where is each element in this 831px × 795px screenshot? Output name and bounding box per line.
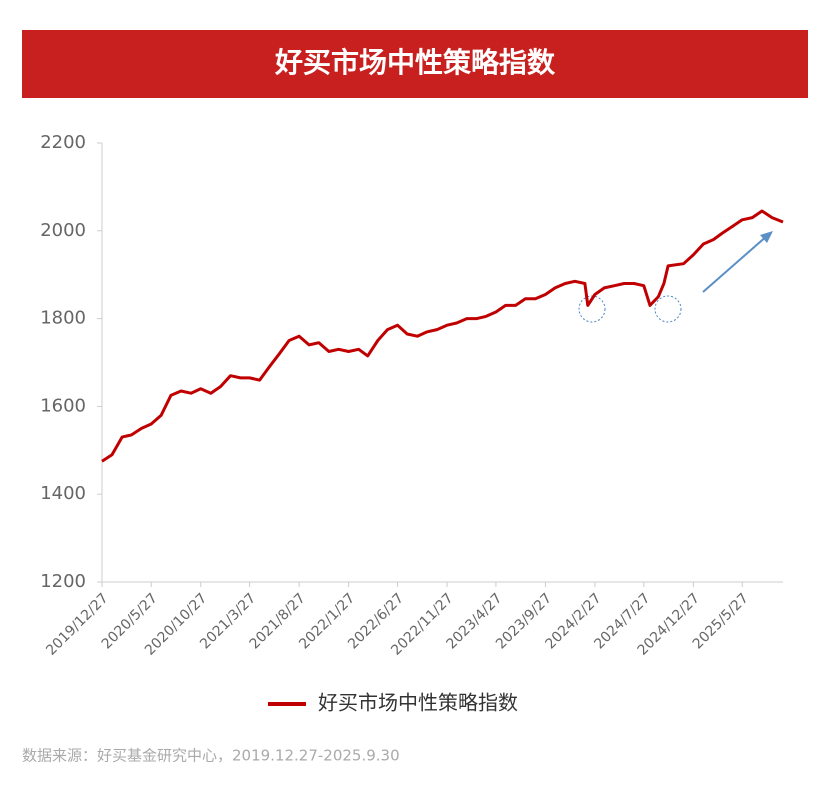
trend-arrow [702,234,769,293]
y-tick-label: 1800 [40,308,86,329]
y-tick-label: 2000 [40,220,86,241]
y-tick-label: 1200 [40,571,86,592]
highlight-circle [578,295,606,323]
highlight-circle [654,295,682,323]
legend-label: 好买市场中性策略指数 [318,691,518,715]
chart-title: 好买市场中性策略指数 [274,46,556,79]
series-line [101,209,784,463]
x-tick-label: 2019/12/27 [43,590,111,658]
y-tick-label: 1600 [40,395,86,416]
y-tick-label: 1400 [40,483,86,504]
y-tick-label: 2200 [40,132,86,153]
title-banner [22,30,808,98]
source-note: 数据来源：好买基金研究中心，2019.12.27-2025.9.30 [22,747,400,765]
trend-arrow-head [760,231,773,243]
